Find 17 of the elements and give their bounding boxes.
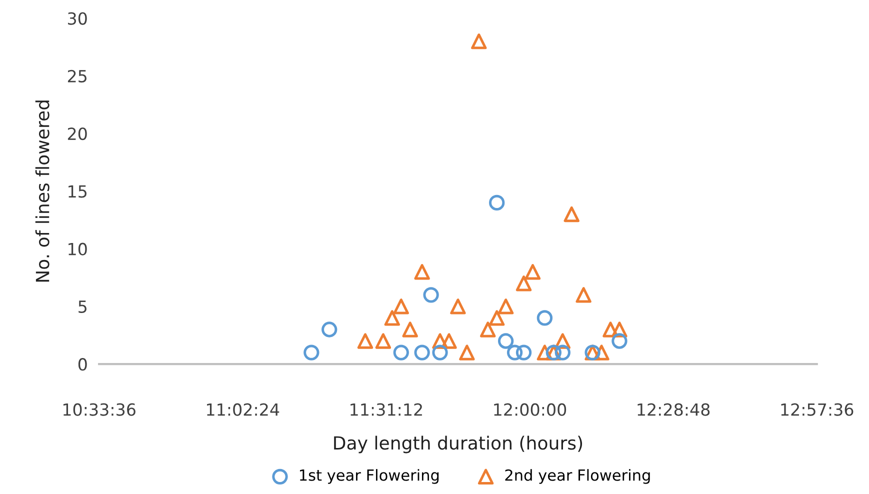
y-tick-label: 20 (68, 128, 87, 140)
y-tick-label: 25 (68, 70, 86, 82)
y-tick-label: 10 (68, 242, 87, 256)
y-tick-label: 5 (78, 300, 86, 314)
x-tick-label: 12:28:48 (638, 403, 710, 416)
legend-label: 2nd year Flowering (505, 469, 650, 484)
y-tick-label: 15 (68, 185, 86, 198)
x-tick-label: 10:33:36 (63, 403, 136, 416)
x-tick-label: 12:57:36 (781, 403, 854, 416)
x-axis-title: Day length duration (hours) (334, 436, 582, 454)
y-tick-label: 0 (78, 358, 87, 371)
x-tick-label: 12:00:00 (494, 403, 566, 416)
y-axis-title: No. of lines flowered (35, 100, 50, 282)
x-tick-label: 11:31:12 (350, 403, 422, 416)
x-tick-label: 11:02:24 (207, 403, 280, 416)
legend-label: 1st year Flowering (300, 469, 439, 484)
y-tick-label: 30 (68, 12, 87, 25)
